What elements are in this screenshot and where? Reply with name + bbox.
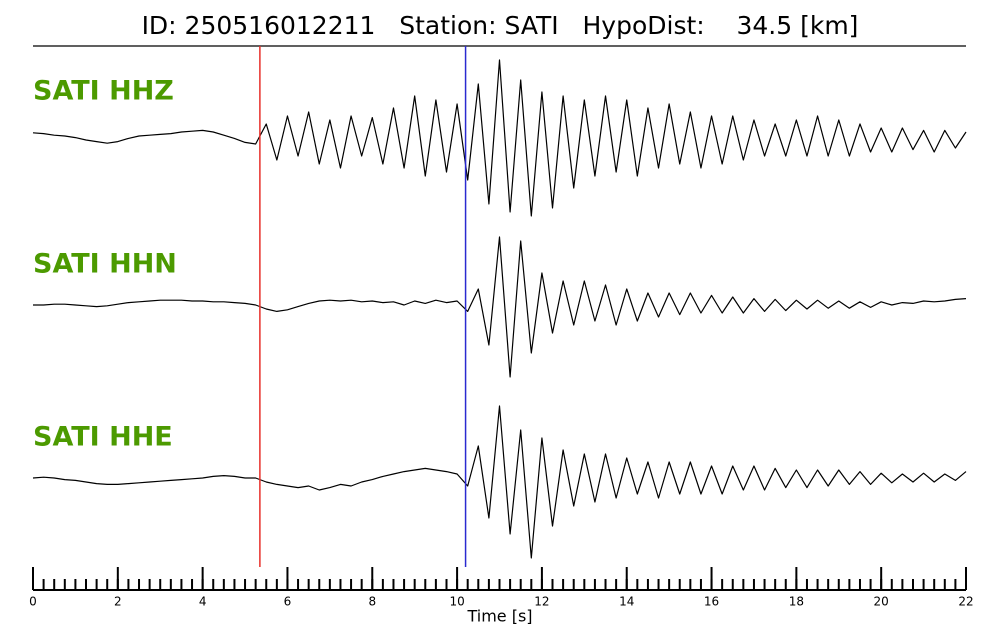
x-axis-label: Time [s]	[466, 607, 532, 626]
x-tick-label: 10	[449, 595, 464, 609]
x-tick-label: 4	[199, 595, 207, 609]
x-tick-label: 16	[704, 595, 719, 609]
trace-label: SATI HHN	[33, 249, 177, 280]
waveform	[32, 59, 967, 217]
x-tick-label: 2	[114, 595, 122, 609]
waveform	[32, 405, 967, 559]
x-tick-label: 8	[368, 595, 376, 609]
chart-title: ID: 250516012211 Station: SATI HypoDist:…	[142, 11, 859, 40]
x-tick-label: 14	[619, 595, 634, 609]
x-tick-label: 0	[29, 595, 37, 609]
x-tick-label: 6	[284, 595, 292, 609]
trace-label: SATI HHZ	[33, 76, 174, 107]
trace-label: SATI HHE	[33, 422, 173, 453]
x-tick-label: 20	[874, 595, 889, 609]
x-tick-label: 22	[958, 595, 973, 609]
x-tick-label: 12	[534, 595, 549, 609]
waveform	[33, 236, 967, 378]
x-tick-label: 18	[789, 595, 804, 609]
